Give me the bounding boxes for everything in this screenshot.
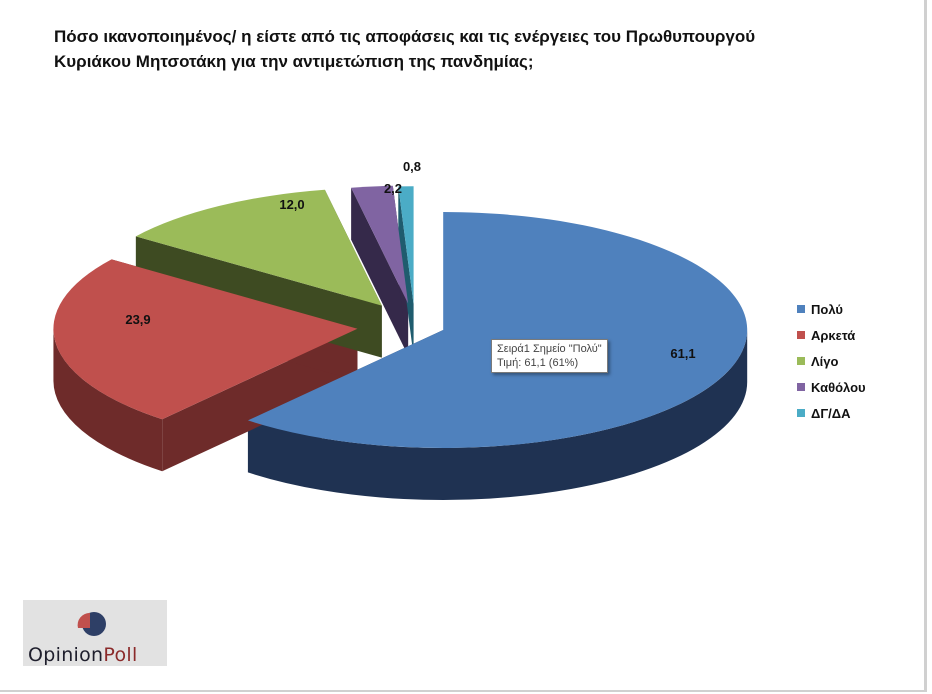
- logo-word-poll: Poll: [103, 644, 138, 666]
- legend-swatch-3: [797, 383, 805, 391]
- legend-swatch-1: [797, 331, 805, 339]
- data-label-4: 0,8: [403, 159, 421, 174]
- legend-swatch-4: [797, 409, 805, 417]
- pie-slice-4[interactable]: [398, 186, 414, 305]
- slice-rim-0-0: [247, 329, 748, 500]
- tooltip-series-point: Σειρά1 Σημείο "Πολύ": [497, 343, 602, 355]
- slice-top-layer: [53, 185, 748, 448]
- legend-label-2: Λίγο: [811, 353, 839, 369]
- legend-label-0: Πολύ: [811, 301, 843, 317]
- chart-title: Πόσο ικανοποιημένος/ η είστε από τις απο…: [54, 27, 756, 71]
- legend: Πολύ Αρκετά Λίγο Καθόλου ΔΓ/ΔΑ: [797, 296, 866, 426]
- tooltip: Σειρά1 Σημείο "Πολύ" Τιμή: 61,1 (61%): [491, 339, 608, 373]
- pie-slice-3[interactable]: [351, 185, 409, 304]
- data-label-layer: 61,1 23,9 12,0 2,20,8: [125, 159, 695, 361]
- slice-depth-4: [398, 186, 414, 357]
- pie-slice-0[interactable]: [247, 211, 748, 448]
- legend-label-4: ΔΓ/ΔΑ: [811, 405, 851, 421]
- data-label-0: 61,1: [670, 346, 695, 361]
- legend-item-4: ΔΓ/ΔΑ: [797, 400, 866, 426]
- data-label-1: 23,9: [125, 312, 150, 327]
- logo-word-opinion: Opinion: [28, 644, 104, 666]
- pie-slice-1[interactable]: [53, 259, 358, 420]
- pie-slice-2[interactable]: [135, 189, 382, 306]
- legend-item-3: Καθόλου: [797, 374, 866, 400]
- legend-label-3: Καθόλου: [811, 379, 866, 395]
- legend-label-1: Αρκετά: [811, 327, 856, 343]
- legend-item-2: Λίγο: [797, 348, 866, 374]
- logo-wordmark: OpinionPoll: [28, 644, 138, 666]
- legend-swatch-2: [797, 357, 805, 365]
- slice-rim-1-0: [53, 328, 163, 472]
- opinionpoll-logo: OpinionPoll: [23, 600, 167, 666]
- tooltip-value: Τιμή: 61,1 (61%): [497, 357, 579, 369]
- slice-wall-start-3: [351, 187, 409, 356]
- legend-swatch-0: [797, 305, 805, 313]
- data-label-3: 2,2: [384, 181, 402, 196]
- logo-circle-icon: [77, 612, 106, 636]
- data-label-2: 12,0: [279, 197, 304, 212]
- legend-item-0: Πολύ: [797, 296, 866, 322]
- slice-wall-start-4: [398, 186, 414, 357]
- legend-item-1: Αρκετά: [797, 322, 866, 348]
